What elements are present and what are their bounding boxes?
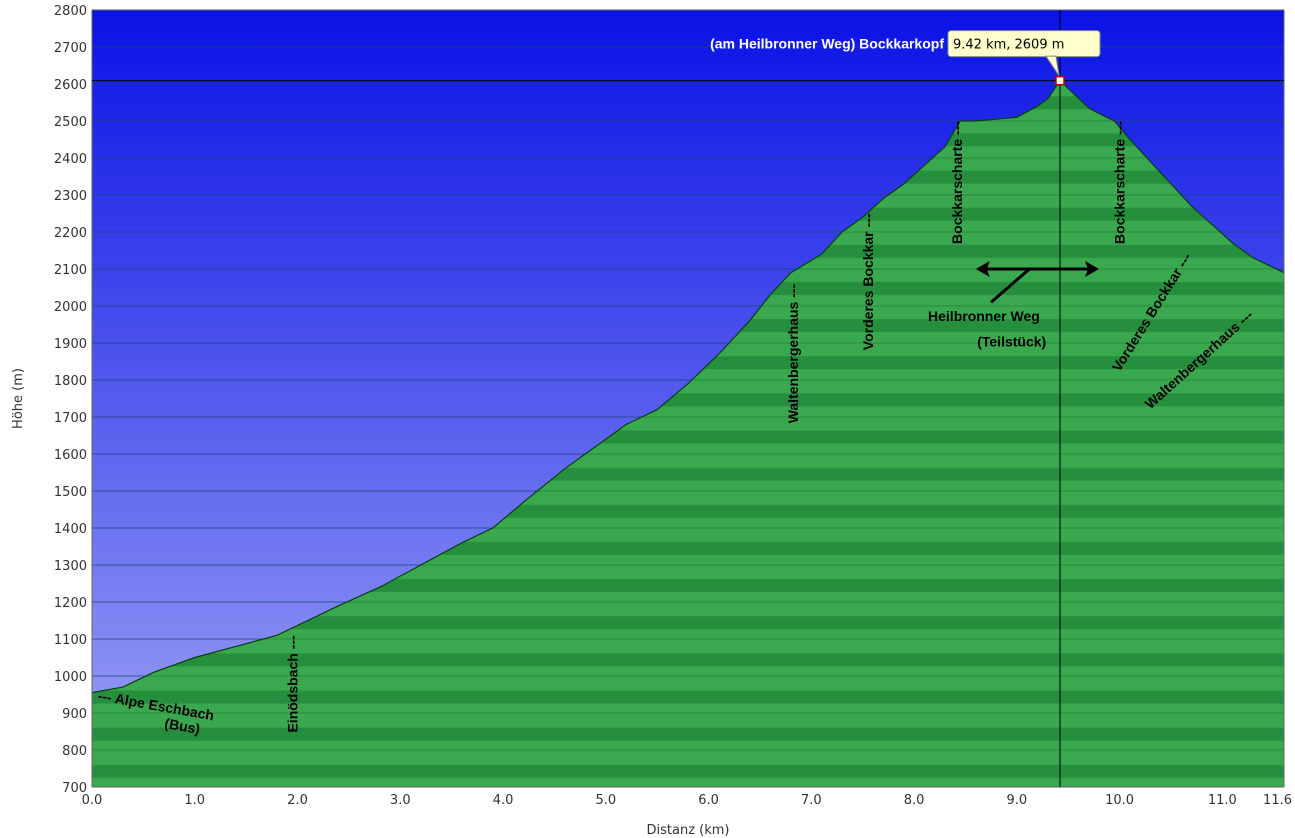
y-axis-ticks: 700 800 900 1000 1100 1200 1300 1400 1500 1600 170… bbox=[54, 4, 87, 796]
tooltip-box bbox=[947, 30, 1101, 58]
x-tick-label: 4.0 bbox=[493, 793, 514, 808]
heilbronner-weg-arrow bbox=[975, 261, 1100, 304]
y-tick-label: 2700 bbox=[54, 41, 87, 56]
x-tick-label: 11.6 bbox=[1263, 793, 1292, 808]
y-axis-label: Höhe (m) bbox=[11, 368, 26, 429]
plot-border bbox=[91, 9, 1285, 788]
tooltip-pointer bbox=[1045, 55, 1060, 76]
y-tick-label: 2100 bbox=[54, 263, 87, 278]
x-tick-label: 5.0 bbox=[595, 793, 616, 808]
annotation-label: Einödsbach --- bbox=[284, 635, 300, 733]
y-tick-label: 1000 bbox=[54, 670, 87, 685]
y-tick-label: 1300 bbox=[54, 559, 87, 574]
y-tick-label: 1100 bbox=[54, 633, 87, 648]
y-tick-label: 2300 bbox=[54, 189, 87, 204]
x-tick-label: 8.0 bbox=[904, 793, 925, 808]
annotation-label: Bockkarscharte --- bbox=[1112, 121, 1128, 244]
annotation-label: (Teilstück) bbox=[977, 334, 1046, 350]
y-tick-label: 2200 bbox=[54, 226, 87, 241]
x-tick-label: 3.0 bbox=[390, 793, 411, 808]
arrow-head-right bbox=[1085, 261, 1100, 277]
x-tick-label: 10.0 bbox=[1105, 793, 1134, 808]
grid-lines-overlay bbox=[92, 9, 1284, 788]
y-tick-label: 2600 bbox=[54, 78, 87, 93]
peak-marker[interactable] bbox=[1055, 75, 1065, 86]
y-tick-label: 1600 bbox=[54, 448, 87, 463]
peak-highlight[interactable]: (am Heilbronner Weg) Bockkarkopf 9.42 km… bbox=[92, 10, 1284, 787]
x-tick-label: 6.0 bbox=[698, 793, 719, 808]
peak-name-label: (am Heilbronner Weg) Bockkarkopf bbox=[710, 36, 944, 52]
annotation-label: Waltenbergerhaus --- bbox=[785, 283, 801, 423]
annotation-label: Bockkarscharte --- bbox=[949, 121, 965, 244]
y-tick-label: 1400 bbox=[54, 522, 87, 537]
x-tick-label: 7.0 bbox=[801, 793, 822, 808]
tooltip-text: 9.42 km, 2609 m bbox=[953, 38, 1064, 53]
y-tick-label: 1700 bbox=[54, 411, 87, 426]
arrow-head-left bbox=[975, 261, 990, 277]
x-axis-label: Distanz (km) bbox=[647, 823, 730, 838]
y-tick-label: 900 bbox=[62, 707, 87, 722]
y-tick-label: 1900 bbox=[54, 337, 87, 352]
y-tick-label: 700 bbox=[62, 781, 87, 796]
y-tick-label: 2800 bbox=[54, 4, 87, 19]
annotation-label: Vorderes Bockkar --- bbox=[860, 213, 876, 350]
arrow-pointer bbox=[990, 267, 1031, 304]
elevation-area bbox=[92, 80, 1284, 787]
y-tick-label: 800 bbox=[62, 744, 87, 759]
x-tick-label: 1.0 bbox=[184, 793, 205, 808]
y-tick-label: 2500 bbox=[54, 115, 87, 130]
x-tick-label: 2.0 bbox=[287, 793, 308, 808]
y-tick-label: 1500 bbox=[54, 485, 87, 500]
y-tick-label: 1800 bbox=[54, 374, 87, 389]
y-tick-label: 2000 bbox=[54, 300, 87, 315]
x-tick-label: 0.0 bbox=[82, 793, 103, 808]
x-axis-ticks: 0.0 1.0 2.0 3.0 4.0 5.0 6.0 7.0 8.0 9.0 10.0 11.0 11… bbox=[82, 793, 1292, 808]
x-tick-label: 9.0 bbox=[1006, 793, 1027, 808]
annotation-label: Heilbronner Weg bbox=[928, 308, 1040, 324]
elevation-line bbox=[91, 79, 1285, 694]
x-tick-label: 11.0 bbox=[1208, 793, 1237, 808]
annotation-label: (Bus) bbox=[163, 715, 201, 737]
y-tick-label: 1200 bbox=[54, 596, 87, 611]
y-tick-label: 2400 bbox=[54, 152, 87, 167]
